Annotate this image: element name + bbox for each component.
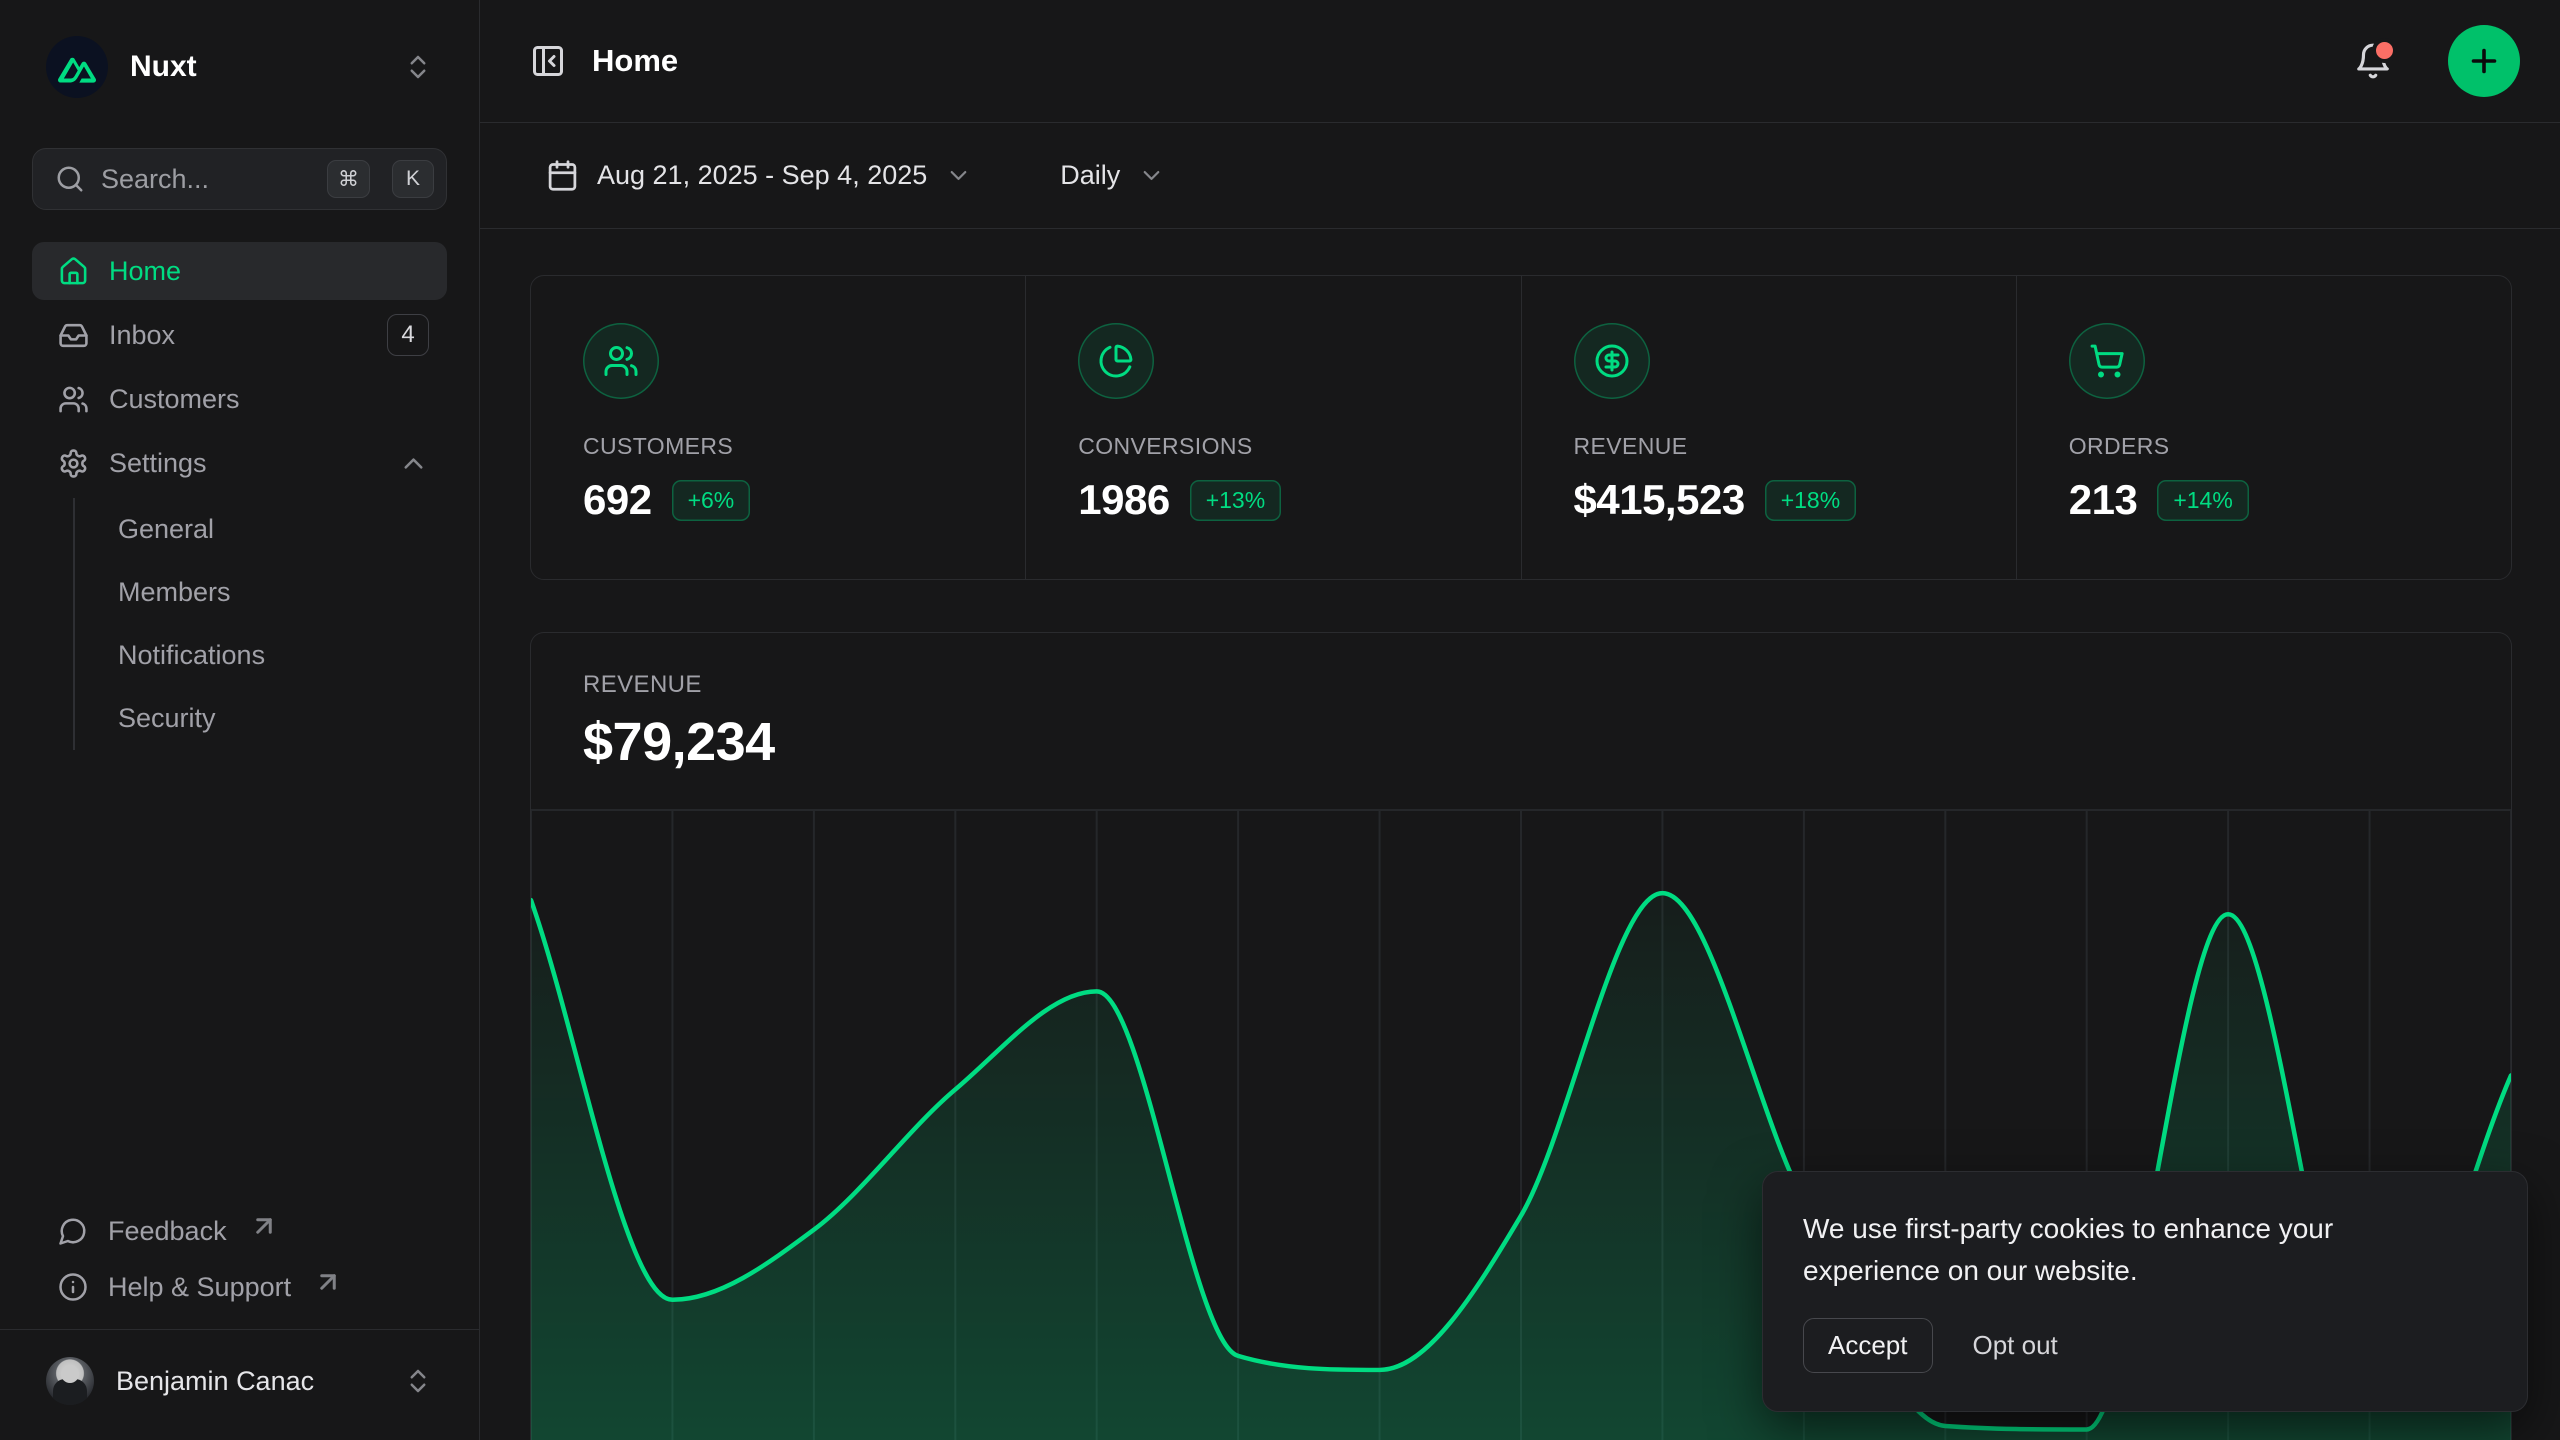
revenue-panel: REVENUE $79,234 [530, 632, 2512, 1440]
pie-chart-icon [1098, 343, 1134, 379]
chevrons-up-down-icon [403, 1366, 433, 1396]
revenue-value: $79,234 [583, 712, 775, 772]
date-range-label: Aug 21, 2025 - Sep 4, 2025 [597, 160, 928, 190]
chevron-down-icon [1138, 162, 1165, 189]
search-input[interactable]: Search... ⌘ K [32, 148, 447, 210]
page-header: Home [480, 0, 2560, 123]
gear-icon [58, 448, 89, 479]
stat-card-conversions[interactable]: CONVERSIONS 1986 +13% [1025, 276, 1520, 579]
sidebar-item-notifications[interactable]: Notifications [118, 640, 266, 670]
notification-dot [2372, 38, 2397, 63]
stat-value: $415,523 [1573, 476, 1746, 523]
sidebar-item-home[interactable]: Home [32, 242, 447, 300]
stat-delta-badge: +6% [671, 479, 751, 521]
settings-submenu: General Members Notifications Security [73, 498, 447, 750]
stat-value: 692 [583, 476, 652, 523]
granularity-label: Daily [1060, 160, 1121, 190]
user-section: Benjamin Canac [0, 1329, 479, 1422]
page-title: Home [592, 43, 679, 78]
optout-button[interactable]: Opt out [1973, 1319, 2058, 1372]
sidebar-item-security[interactable]: Security [118, 703, 216, 733]
accept-button[interactable]: Accept [1803, 1318, 1933, 1373]
house-icon [58, 256, 89, 287]
stat-label: ORDERS [2068, 433, 2170, 459]
new-item-button[interactable] [2448, 25, 2520, 97]
user-menu[interactable]: Benjamin Canac [32, 1346, 447, 1416]
revenue-label: REVENUE [583, 671, 702, 698]
toolbar: Aug 21, 2025 - Sep 4, 2025 Daily [480, 123, 2560, 229]
users-icon [603, 343, 639, 379]
plus-icon [2466, 43, 2502, 79]
nuxt-logo-icon [46, 36, 108, 98]
sidebar-footer: Feedback Help & Support Benjamin Canac [0, 1203, 479, 1422]
command-kbd: ⌘ [327, 160, 370, 198]
stat-card-orders[interactable]: ORDERS 213 +14% [2015, 276, 2511, 579]
stat-icon-circle [1078, 323, 1155, 399]
sidebar-item-settings[interactable]: Settings [32, 434, 447, 492]
notifications-button[interactable] [2354, 38, 2397, 80]
stat-label: CUSTOMERS [583, 433, 734, 459]
search-placeholder: Search... [101, 163, 210, 194]
search-icon [55, 164, 85, 194]
users-icon [58, 384, 89, 415]
brand-name: Nuxt [130, 50, 197, 83]
stats-grid: CUSTOMERS 692 +6% CONVERSIONS 1986 +13% [530, 275, 2512, 580]
user-name: Benjamin Canac [116, 1365, 315, 1396]
message-circle-icon [58, 1216, 88, 1246]
info-icon [58, 1272, 88, 1302]
inbox-count-badge: 4 [387, 314, 429, 356]
team-switcher[interactable]: Nuxt [32, 36, 447, 98]
stat-delta-badge: +14% [2157, 479, 2249, 521]
calendar-icon [546, 159, 579, 192]
stat-label: REVENUE [1573, 433, 1688, 459]
stat-value: 1986 [1078, 476, 1170, 523]
stat-icon-circle [583, 323, 659, 399]
sidebar-nav: Home Inbox 4 Customers Settings General … [32, 242, 447, 750]
stat-delta-badge: +18% [1764, 479, 1857, 521]
stat-value: 213 [2068, 476, 2138, 523]
main-panel: Home Aug 21, 2025 - Sep 4, 2025 Daily [480, 0, 2560, 1440]
help-support-link[interactable]: Help & Support [32, 1259, 447, 1315]
sidebar-item-general[interactable]: General [118, 514, 215, 544]
content: CUSTOMERS 692 +6% CONVERSIONS 1986 +13% [480, 229, 2560, 1440]
feedback-link[interactable]: Feedback [32, 1203, 447, 1259]
external-link-icon [313, 1267, 343, 1297]
sidebar: Nuxt Search... ⌘ K Home Inbox 4 Customer… [0, 0, 480, 1440]
panel-left-close-icon [530, 43, 566, 79]
sidebar-item-customers[interactable]: Customers [32, 370, 447, 428]
k-kbd: K [392, 160, 434, 198]
stat-label: CONVERSIONS [1078, 433, 1253, 459]
chevron-up-icon [398, 448, 429, 479]
cookie-banner: We use first-party cookies to enhance yo… [1762, 1171, 2528, 1412]
stat-delta-badge: +13% [1189, 479, 1282, 521]
stat-icon-circle [1573, 323, 1650, 399]
sidebar-item-members[interactable]: Members [118, 577, 231, 607]
granularity-button[interactable]: Daily [1044, 148, 1181, 203]
avatar [46, 1357, 94, 1405]
shopping-cart-icon [2089, 343, 2125, 379]
date-range-button[interactable]: Aug 21, 2025 - Sep 4, 2025 [530, 147, 988, 204]
stat-card-customers[interactable]: CUSTOMERS 692 +6% [531, 276, 1025, 579]
sidebar-item-inbox[interactable]: Inbox 4 [32, 306, 447, 364]
external-link-icon [249, 1211, 279, 1241]
sidebar-collapse-button[interactable] [530, 43, 566, 79]
cookie-message: We use first-party cookies to enhance yo… [1803, 1213, 2334, 1286]
chevron-down-icon [945, 162, 972, 189]
stat-card-revenue[interactable]: REVENUE $415,523 +18% [1520, 276, 2016, 579]
chevrons-up-down-icon [403, 52, 433, 82]
dollar-circle-icon [1594, 343, 1630, 379]
stat-icon-circle [2068, 323, 2145, 399]
inbox-icon [58, 320, 89, 351]
